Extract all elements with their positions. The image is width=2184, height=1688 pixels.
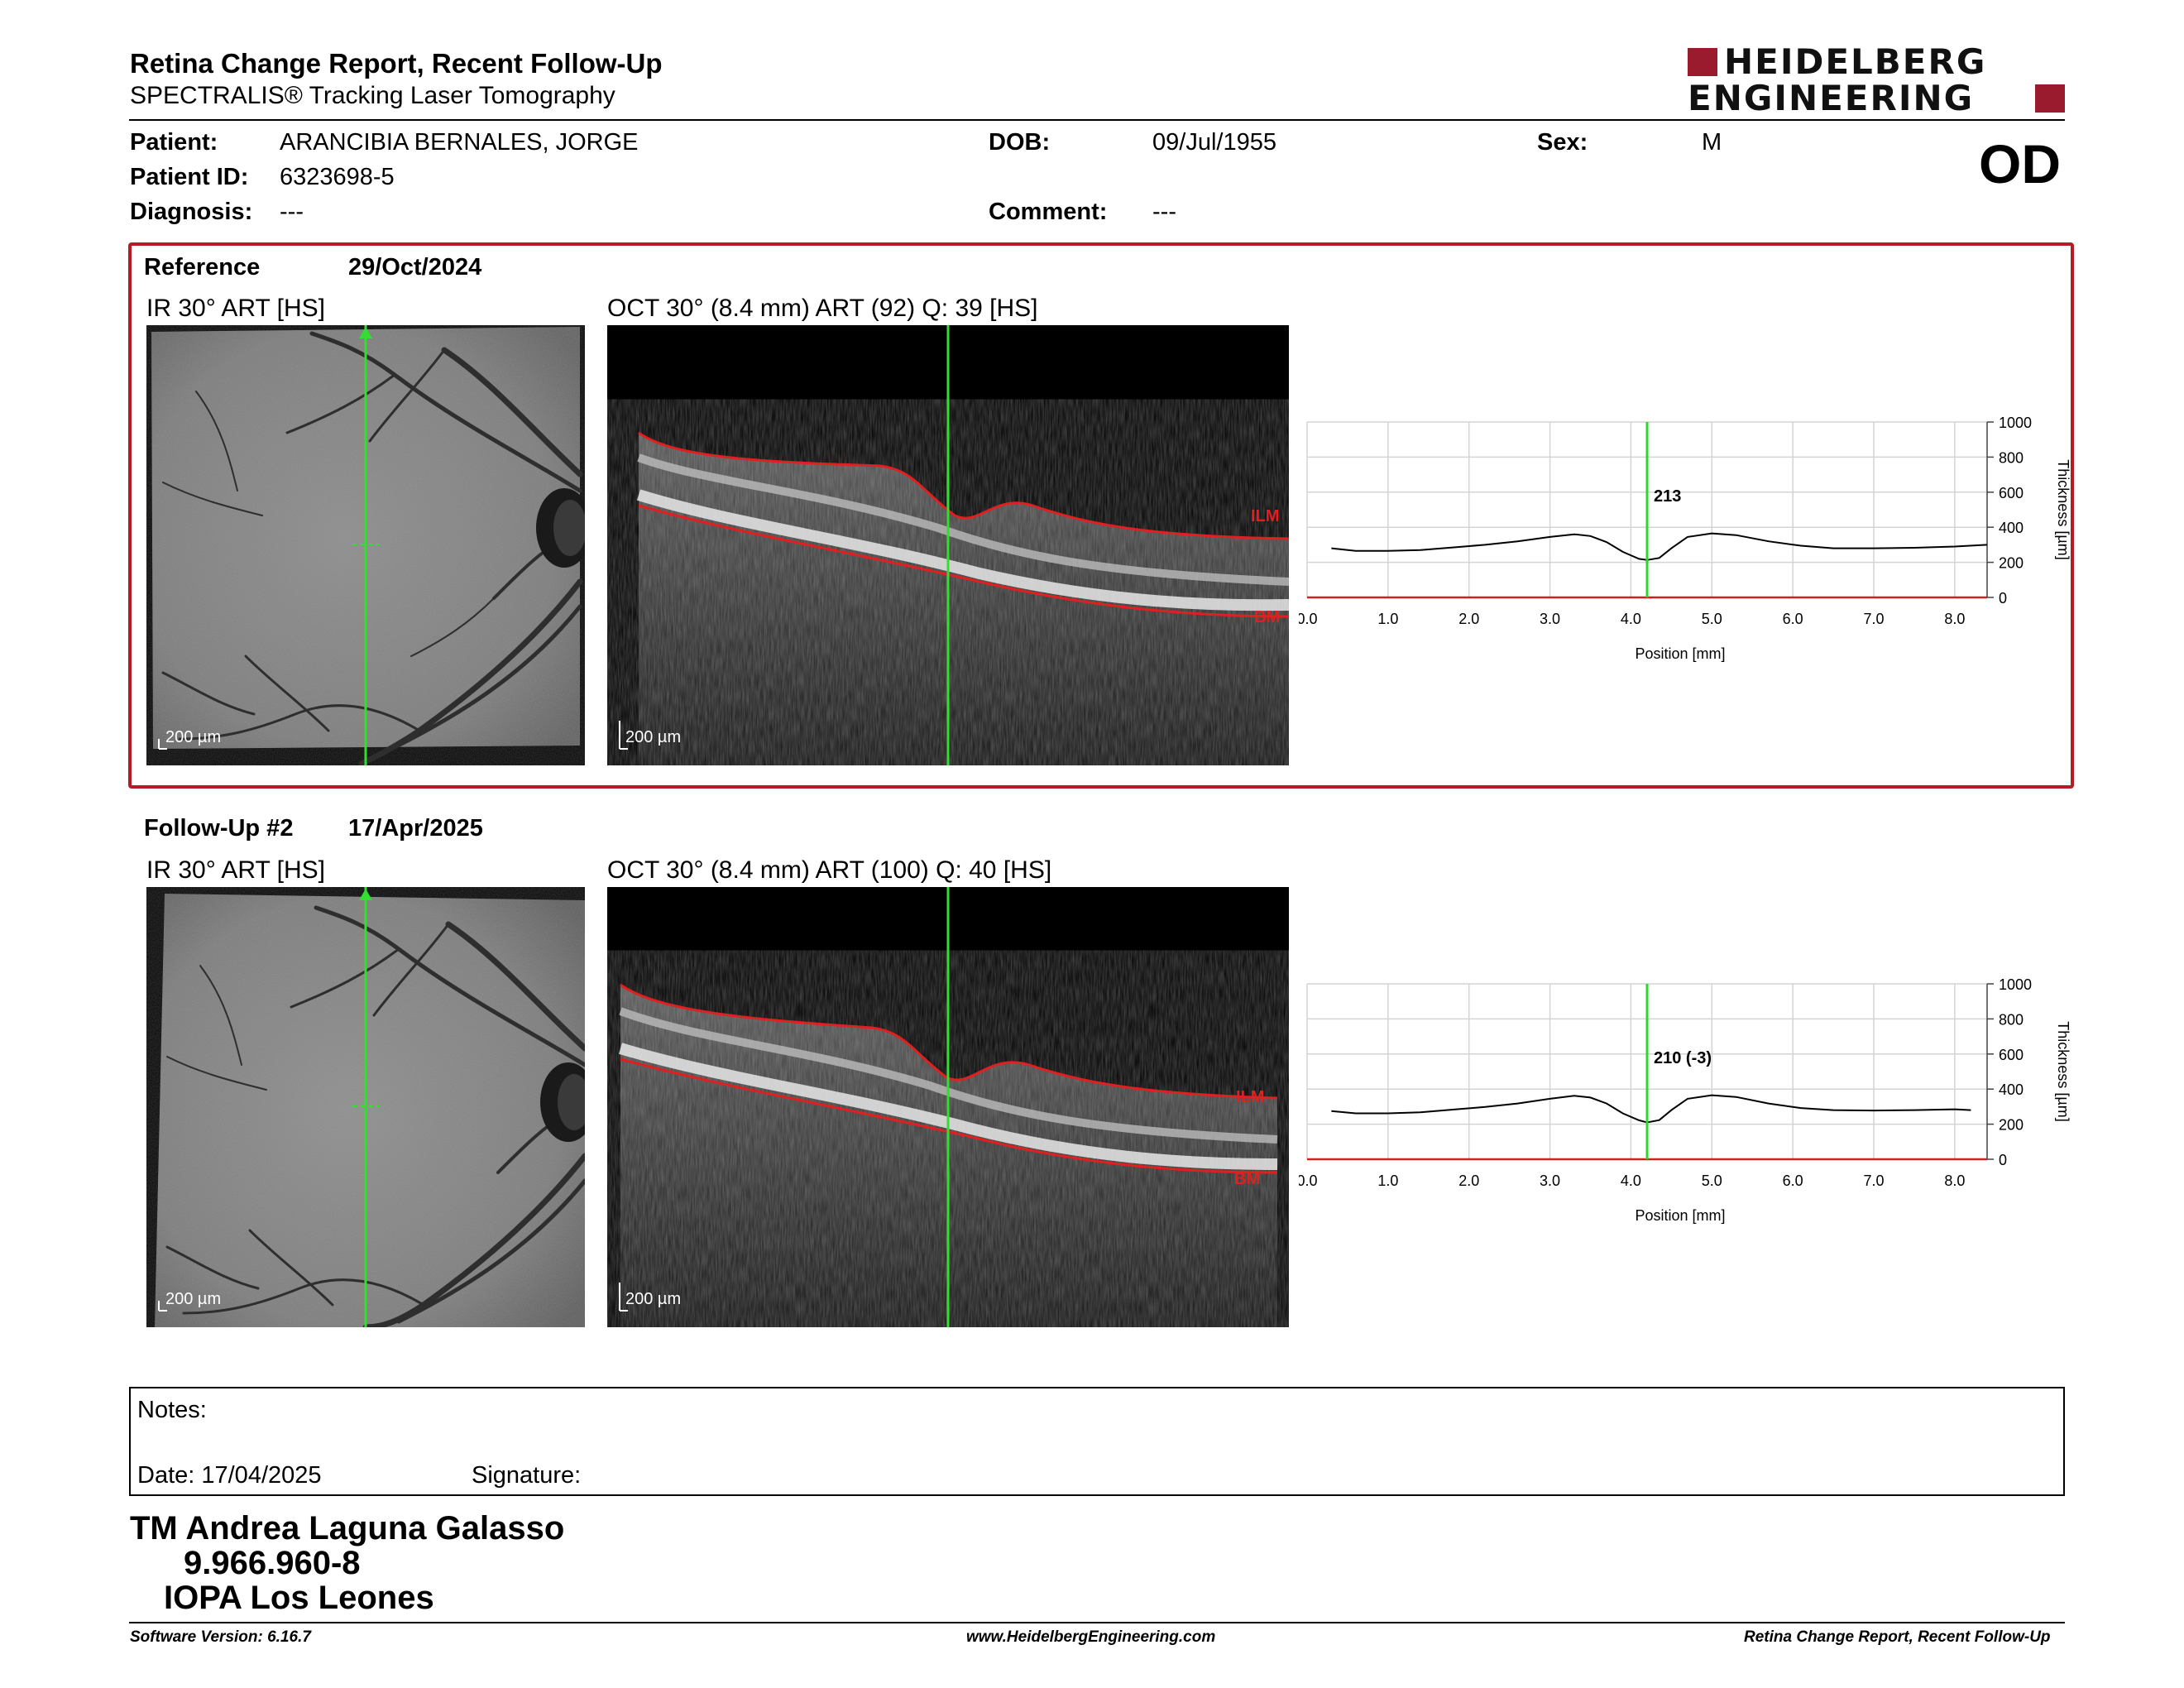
fu-ytick-label-5: 1000 [1999,976,2032,993]
patient-label: Patient: [130,129,218,156]
fu-ytick-label-0: 0 [1999,1152,2007,1168]
dob-label: DOB: [989,129,1051,156]
signatory-id: 9.966.960-8 [184,1545,361,1581]
followup-ilm-label: ILM [1236,1088,1265,1106]
header-rule [129,119,2065,121]
comment-value: --- [1152,199,1176,225]
signature-label: Signature: [472,1462,582,1489]
ref-ytick-label-1: 200 [1999,555,2024,572]
ref-xtick-label-6: 6.0 [1783,611,1803,627]
ref-ytick-label-4: 800 [1999,449,2024,466]
comment-label: Comment: [989,199,1108,225]
fu-ylabel: Thickness [µm] [2055,1021,2071,1121]
sex-label: Sex: [1537,129,1588,156]
report-subtitle: SPECTRALIS® Tracking Laser Tomography [130,82,615,109]
fu-xtick-label-2: 2.0 [1458,1172,1479,1189]
followup-thickness-chart: 0 200 400 600 800 1000 0.0 1.0 2.0 3.0 4.0 5.0 6.0 7.… [1299,976,2071,1224]
ref-xtick-label-8: 8.0 [1944,611,1965,627]
ref-xlabel: Position [mm] [1635,645,1725,662]
ref-thickness-line-0 [1331,532,1988,561]
ref-cursor-label: 213 [1654,487,1681,506]
patient-id-label: Patient ID: [130,164,249,190]
reference-ir-title: IR 30° ART [HS] [146,295,325,322]
followup-oct-svg [618,887,1278,1327]
reference-oct-image[interactable]: ILM BM 200 µm [607,325,1289,765]
reference-label: Reference [144,254,261,281]
followup-fundus-svg [146,887,585,1327]
fu-xtick-label-0: 0.0 [1299,1172,1318,1189]
notes-label: Notes: [137,1397,207,1423]
fu-xlabel: Position [mm] [1635,1207,1725,1224]
sex-value: M [1702,129,1722,156]
fu-ytick-label-1: 200 [1999,1117,2024,1134]
fu-ytick-label-2: 400 [1999,1081,2024,1098]
fu-xtick-label-6: 6.0 [1783,1172,1803,1189]
footer-website[interactable]: www.HeidelbergEngineering.com [966,1628,1216,1646]
signatory-org: IOPA Los Leones [164,1580,434,1616]
ref-xtick-label-5: 5.0 [1702,611,1722,627]
ref-ytick-label-3: 600 [1999,485,2024,501]
followup-date: 17/Apr/2025 [348,815,483,842]
notes-date: Date: 17/04/2025 [137,1462,322,1489]
logo-text-top: HEIDELBERG [1724,41,1987,82]
diagnosis-value: --- [280,199,304,225]
eye-indicator: OD [1979,133,2061,194]
followup-label: Follow-Up #2 [144,815,294,842]
fu-xtick-label-5: 5.0 [1702,1172,1722,1189]
ref-ylabel: Thickness [µm] [2055,459,2071,559]
reference-fundus-svg [146,325,585,765]
fu-ytick-label-3: 600 [1999,1047,2024,1063]
patient-id-value: 6323698-5 [280,164,395,190]
fu-xtick-label-7: 7.0 [1863,1172,1884,1189]
footer-software: Software Version: 6.16.7 [130,1628,311,1646]
report-title: Retina Change Report, Recent Follow-Up [130,48,663,79]
heidelberg-logo: HEIDELBERG ENGINEERING [1688,41,2068,118]
reference-oct-svg [619,325,1289,765]
reference-ilm-label: ILM [1251,507,1280,525]
ref-xtick-label-1: 1.0 [1377,611,1398,627]
ref-ytick-label-2: 400 [1999,520,2024,536]
ref-xtick-label-2: 2.0 [1458,611,1479,627]
fu-xtick-label-8: 8.0 [1944,1172,1965,1189]
reference-date: 29/Oct/2024 [348,254,482,281]
followup-ir-title: IR 30° ART [HS] [146,856,325,884]
followup-oct-image[interactable]: ILM BM 200 µm [607,887,1289,1327]
ref-xtick-label-3: 3.0 [1540,611,1560,627]
followup-ir-image[interactable]: 200 µm [146,887,585,1327]
ref-xtick-label-4: 4.0 [1621,611,1641,627]
signatory-name: TM Andrea Laguna Galasso [130,1510,565,1547]
reference-bm-label: BM [1254,608,1281,626]
fu-ytick-label-4: 800 [1999,1011,2024,1028]
footer-report: Retina Change Report, Recent Follow-Up [1744,1628,2051,1646]
reference-frame [128,242,2074,789]
notes-box[interactable]: Notes: Date: 17/04/2025 Signature: [129,1387,2065,1496]
reference-oct-scale: 200 µm [625,728,682,746]
fu-xtick-label-4: 4.0 [1621,1172,1641,1189]
followup-oct-scale: 200 µm [625,1290,682,1308]
ref-xtick-label-0: 0.0 [1299,611,1318,627]
logo-square-top [1688,48,1717,76]
diagnosis-label: Diagnosis: [130,199,253,225]
fu-xtick-label-1: 1.0 [1377,1172,1398,1189]
dob-value: 09/Jul/1955 [1152,129,1276,156]
ref-xtick-label-7: 7.0 [1863,611,1884,627]
followup-oct-title: OCT 30° (8.4 mm) ART (100) Q: 40 [HS] [607,856,1052,884]
fu-cursor-label: 210 (-3) [1654,1049,1712,1067]
footer-rule [129,1622,2065,1623]
logo-square-bottom [2035,84,2065,113]
reference-thickness-chart: 0 200 400 600 800 1000 0.0 1.0 2.0 3.0 4.0 5.0 6.0 7.… [1299,415,2071,662]
reference-ir-image[interactable]: 200 µm [146,325,585,765]
logo-text-bottom: ENGINEERING [1688,78,1975,118]
ref-ytick-label-0: 0 [1999,590,2007,607]
patient-name: ARANCIBIA BERNALES, JORGE [280,129,639,156]
followup-bm-label: BM [1234,1170,1261,1188]
followup-ir-scale: 200 µm [165,1290,222,1308]
fu-xtick-label-3: 3.0 [1540,1172,1560,1189]
reference-oct-title: OCT 30° (8.4 mm) ART (92) Q: 39 [HS] [607,295,1038,322]
reference-ir-scale: 200 µm [165,728,222,746]
ref-ytick-label-5: 1000 [1999,415,2032,431]
fu-thickness-line-0 [1331,1094,1971,1124]
